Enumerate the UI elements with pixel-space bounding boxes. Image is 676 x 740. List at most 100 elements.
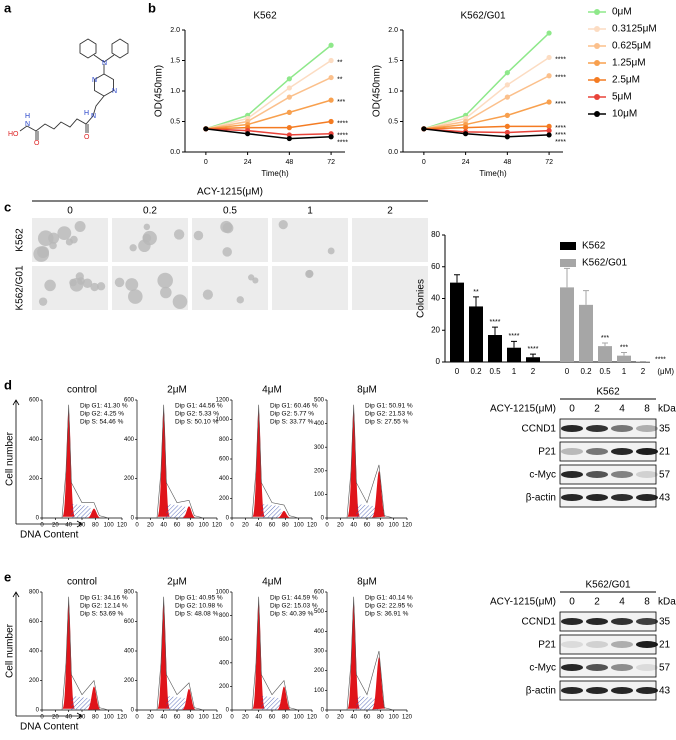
point <box>505 113 510 118</box>
cell-cycle-stat: Dip S: 53.69 % <box>80 611 124 618</box>
colony <box>305 270 313 278</box>
x-tick-label: 0 <box>230 715 234 721</box>
protein-label: β-actin <box>526 686 556 697</box>
x-tick-label: 0 <box>455 367 460 376</box>
x-tick-label: 20 <box>242 715 249 721</box>
g1-peak <box>63 409 75 516</box>
y-tick-label: 800 <box>219 613 230 619</box>
band <box>561 471 583 478</box>
point <box>505 95 510 100</box>
x-tick-label: 80 <box>377 523 384 529</box>
panel-label: e <box>4 569 11 584</box>
y-tick-label: 100 <box>314 688 325 694</box>
error-bar <box>511 341 517 347</box>
colony <box>57 226 71 240</box>
y-tick-label: 200 <box>29 476 40 482</box>
error-bar <box>454 275 460 283</box>
point <box>245 131 250 136</box>
legend-marker <box>594 43 600 49</box>
x-tick-label: 72 <box>545 159 553 166</box>
g1-peak <box>253 409 265 516</box>
x-tick-label: 80 <box>282 715 289 721</box>
protein-label: CCND1 <box>522 617 557 628</box>
band <box>561 618 583 625</box>
x-tick-label: 80 <box>92 523 99 529</box>
point <box>287 85 292 90</box>
y-tick-label: 400 <box>219 660 230 666</box>
band <box>611 641 633 648</box>
significance: **** <box>490 319 501 326</box>
x-tick-label: 48 <box>503 159 511 166</box>
y-axis-label: Cell number <box>5 623 16 678</box>
column-label: 0.2 <box>143 206 157 217</box>
colony-image <box>192 266 268 310</box>
column-label: 0 <box>67 206 73 217</box>
protein-label: P21 <box>538 640 556 651</box>
band <box>561 425 583 432</box>
y-tick-label: 400 <box>219 476 230 482</box>
x-tick-label: 60 <box>364 715 371 721</box>
x-axis-label: DNA Content <box>20 530 79 541</box>
x-tick-label: 20 <box>147 715 154 721</box>
g1-peak <box>158 601 170 708</box>
error-bar <box>492 327 498 335</box>
x-tick-label: 0 <box>40 715 44 721</box>
significance: **** <box>555 75 566 82</box>
x-tick-label: 100 <box>389 523 400 529</box>
s-phase <box>261 504 283 518</box>
x-tick-label: 0 <box>230 523 234 529</box>
cell-cycle-stat: Dip G1: 60.46 % <box>270 403 318 410</box>
point <box>505 134 510 139</box>
x-tick-label: 20 <box>242 523 249 529</box>
atom: N <box>91 113 96 120</box>
point <box>546 55 551 60</box>
histogram-title: 2μM <box>167 577 187 588</box>
s-phase <box>166 504 188 518</box>
colony <box>237 296 244 303</box>
cell-cycle-stat: Dip S: 27.55 % <box>365 419 409 426</box>
point <box>546 132 551 137</box>
cell-cycle-stat: Dip S: 48.08 % <box>175 611 219 618</box>
y-tick-label: 0 <box>131 708 135 714</box>
legend-marker <box>594 26 600 32</box>
kda-label: 21 <box>659 447 671 458</box>
y-tick-label: 600 <box>29 398 40 404</box>
x-tick-label: 0 <box>135 715 139 721</box>
y-tick-label: 400 <box>29 437 40 443</box>
x-tick-label: 120 <box>307 715 318 721</box>
treatment-label: ACY-1215(μM) <box>490 597 556 608</box>
legend-label: 0.625μM <box>612 41 651 52</box>
column-label: 2 <box>387 206 393 217</box>
y-tick-label: 800 <box>124 590 135 596</box>
x-tick-label: 120 <box>402 523 413 529</box>
x-tick-label: 40 <box>65 715 72 721</box>
legend-label: 2.5μM <box>612 75 640 86</box>
y-tick-label: 200 <box>124 678 135 684</box>
bar <box>450 283 464 362</box>
colony <box>223 223 234 234</box>
cell-cycle-stat: Dip G2: 5.77 % <box>270 411 314 418</box>
lane-label: 0 <box>569 404 575 415</box>
y-tick-label: 800 <box>29 590 40 596</box>
treatment-label: ACY-1215(μM) <box>197 187 263 198</box>
x-tick-label: 40 <box>350 715 357 721</box>
x-tick-label: 20 <box>337 523 344 529</box>
x-tick-label: 40 <box>350 523 357 529</box>
kda-label: 57 <box>659 470 671 481</box>
atom: H <box>84 110 89 117</box>
y-tick-label: 0.5 <box>388 118 398 125</box>
unit-label: kDa <box>658 404 676 415</box>
x-tick-label: 60 <box>364 523 371 529</box>
colony <box>76 272 84 280</box>
x-tick-label: 20 <box>52 715 59 721</box>
y-axis-label: Colonies <box>416 279 427 318</box>
significance: *** <box>337 99 345 106</box>
colony <box>90 283 98 291</box>
point <box>328 43 333 48</box>
point <box>287 136 292 141</box>
y-tick-label: 0 <box>36 708 40 714</box>
atom: N <box>112 88 117 95</box>
x-tick-label: 2 <box>641 367 646 376</box>
atom: O <box>84 134 90 141</box>
legend-label: 10μM <box>612 109 637 120</box>
